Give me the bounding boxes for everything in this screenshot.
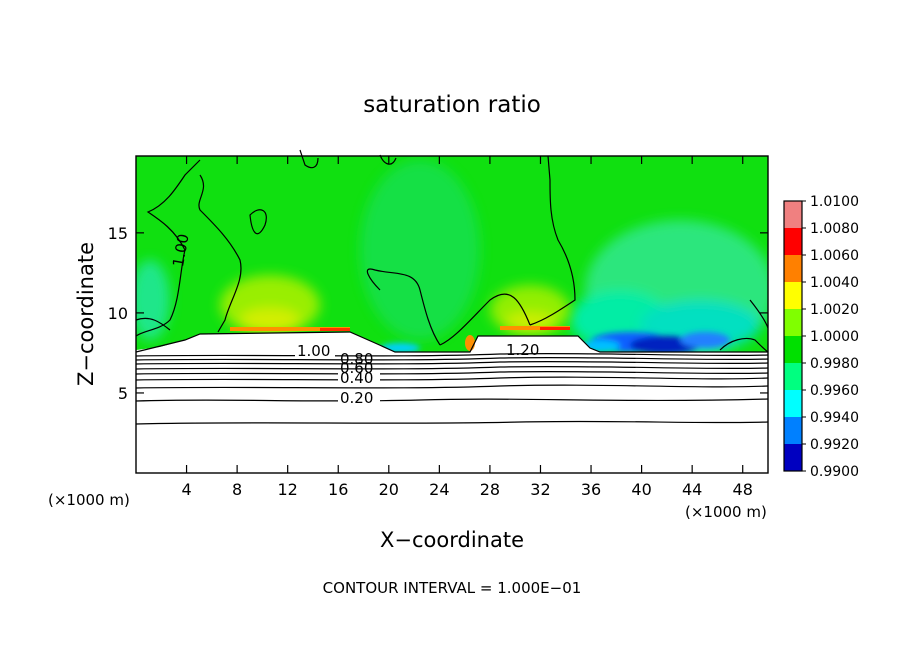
x-unit-left: (×1000 m) (48, 491, 130, 509)
y-axis-label: Z−coordinate (74, 242, 98, 386)
y-tick-label: 5 (118, 384, 128, 403)
colorbar-swatch (784, 363, 802, 390)
colorbar-label: 1.0060 (810, 248, 859, 264)
colorbar-label: 0.9940 (810, 410, 859, 426)
x-tick-label: 8 (232, 480, 242, 499)
colorbar-label: 0.9920 (810, 437, 859, 453)
colorbar-swatch (784, 336, 802, 363)
contour-lines (135, 149, 769, 425)
colorbar-swatch (784, 444, 802, 471)
contour-label: 0.40 (340, 369, 373, 387)
contour-label: 0.60 (340, 359, 373, 377)
x-tick-label: 16 (328, 480, 348, 499)
contour-label: 1.20 (506, 341, 539, 359)
x-axis: 4 8 12 16 20 24 28 32 36 40 44 48 (181, 156, 753, 499)
x-tick-label: 28 (480, 480, 500, 499)
contour-label-group: 0.20 0.40 0.60 0.80 1.00 1.00 1.20 (169, 232, 539, 407)
x-tick-label: 44 (682, 480, 702, 499)
colorbar-label: 1.0000 (810, 329, 859, 345)
contour-interval-note: CONTOUR INTERVAL = 1.000E−01 (323, 579, 582, 597)
x-tick-label: 4 (181, 480, 191, 499)
x-tick-label: 36 (581, 480, 601, 499)
colorbar-label: 1.0080 (810, 221, 859, 237)
x-tick-label: 48 (733, 480, 753, 499)
x-tick-label: 40 (631, 480, 651, 499)
colorbar-label: 0.9960 (810, 383, 859, 399)
y-tick-label: 10 (108, 304, 128, 323)
chart-title: saturation ratio (363, 92, 541, 118)
colorbar-swatch (784, 282, 802, 309)
colorbar-swatch (784, 201, 802, 228)
colorbar: 1.0100 1.0080 1.0060 1.0040 1.0020 1.0000 0.99… (783, 194, 859, 480)
colorbar-label: 0.9900 (810, 464, 859, 480)
x-axis-label: X−coordinate (380, 528, 524, 552)
contour-label: 0.80 (340, 350, 373, 368)
x-tick-label: 32 (530, 480, 550, 499)
x-tick-label: 12 (278, 480, 298, 499)
plot-area: 0.20 0.40 0.60 0.80 1.00 1.00 1.20 4 8 12 1… (108, 149, 769, 499)
y-axis: 5 10 15 (108, 224, 768, 403)
contour-label: 0.20 (340, 389, 373, 407)
x-unit-right: (×1000 m) (685, 503, 767, 521)
colorbar-swatch (784, 309, 802, 336)
plot-frame (135, 155, 769, 474)
colorbar-label: 0.9980 (810, 356, 859, 372)
colorbar-swatch (784, 255, 802, 282)
y-tick-label: 15 (108, 224, 128, 243)
x-tick-label: 20 (379, 480, 399, 499)
colorbar-swatch (784, 417, 802, 444)
colorbar-label: 1.0020 (810, 302, 859, 318)
colorbar-label: 1.0100 (810, 194, 859, 210)
colorbar-swatch (784, 228, 802, 255)
contour-label: 1.00 (169, 232, 193, 268)
x-tick-label: 24 (429, 480, 449, 499)
colorbar-swatch (784, 390, 802, 417)
contour-label: 1.00 (297, 342, 330, 360)
colorbar-label: 1.0040 (810, 275, 859, 291)
